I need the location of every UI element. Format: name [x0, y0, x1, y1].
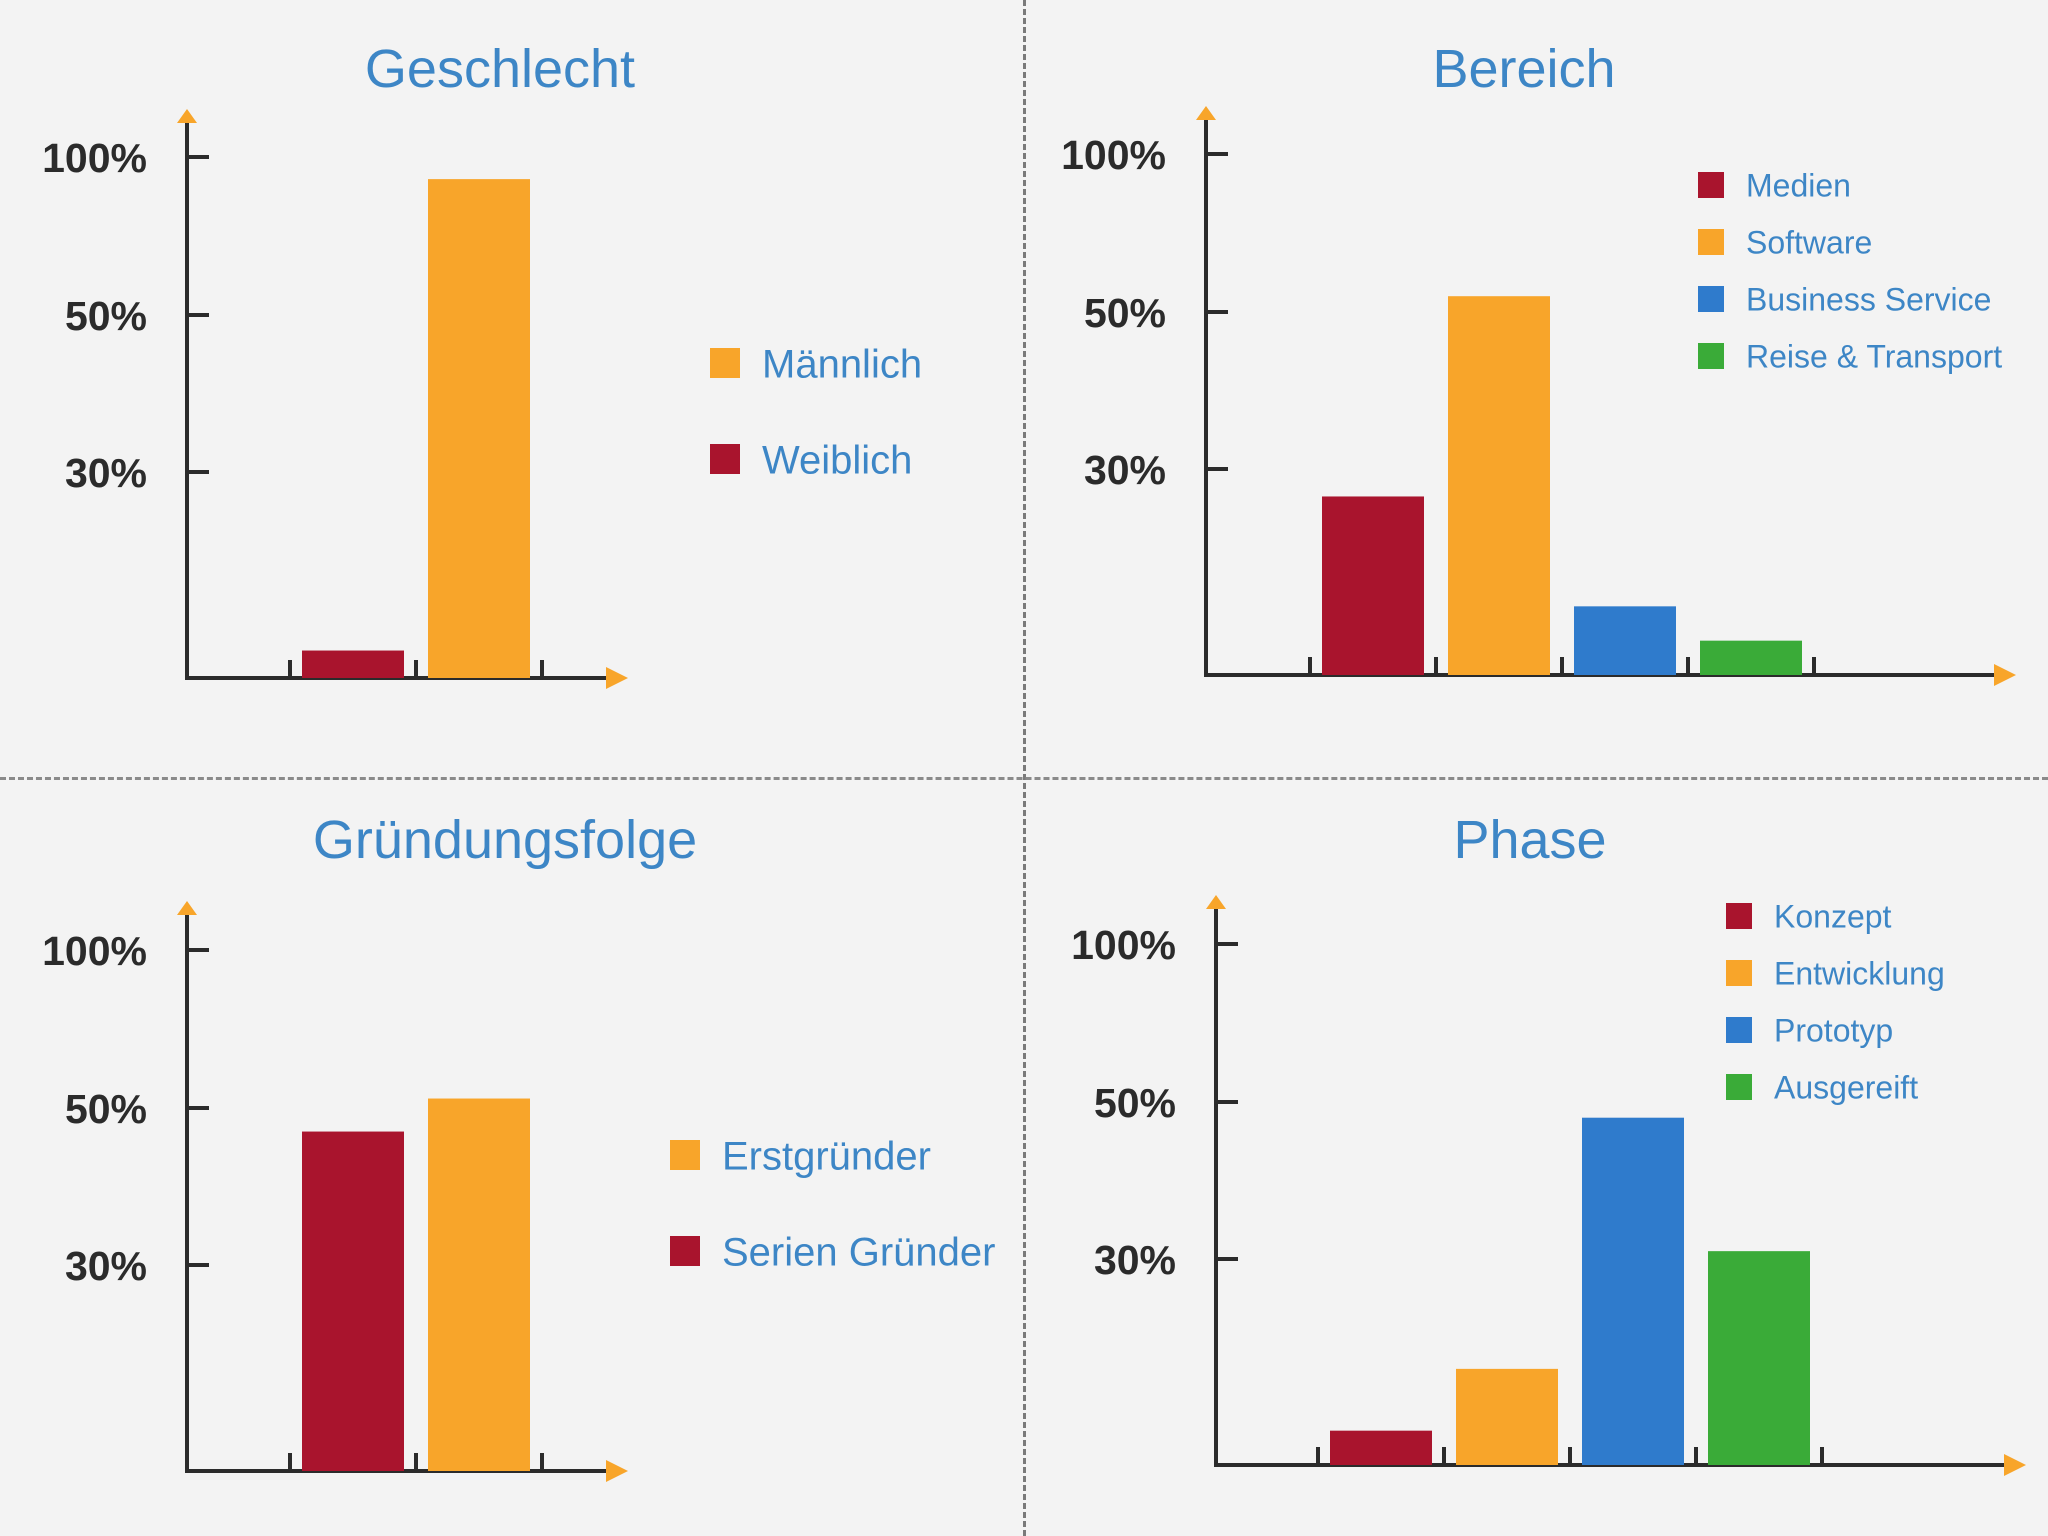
legend-label: Weiblich: [762, 438, 912, 482]
legend-label: Männlich: [762, 342, 922, 386]
chart-gruendungsfolge: Gründungsfolge 100% 50% 30% Erstgründer Serie…: [42, 810, 995, 1482]
legend-swatch: [1726, 1074, 1752, 1100]
y-tick-label: 100%: [42, 928, 147, 974]
x-axis-arrow: [606, 1460, 628, 1482]
chart-title: Bereich: [1432, 39, 1615, 99]
y-axis-arrow: [177, 901, 197, 915]
bar-ausgereift: [1708, 1251, 1810, 1465]
x-axis-arrow: [1994, 664, 2016, 686]
y-tick-label: 100%: [42, 135, 147, 181]
chart-panel-gruendungsfolge: Gründungsfolge 100% 50% 30% Erstgründer Serie…: [0, 768, 1024, 1536]
y-tick-label: 30%: [1084, 447, 1166, 493]
legend-label: Prototyp: [1774, 1013, 1893, 1049]
bar-serien-gründer: [302, 1131, 404, 1471]
legend-label: Konzept: [1774, 899, 1892, 935]
bar-konzept: [1330, 1430, 1432, 1465]
y-axis-arrow: [177, 109, 197, 123]
legend-swatch: [1726, 1017, 1752, 1043]
legend-swatch: [1698, 229, 1724, 255]
legend-label: Medien: [1746, 168, 1851, 204]
y-axis-arrow: [1206, 895, 1226, 909]
chart-phase: Phase 100% 50% 30% Konzept Entwicklung Prototy…: [1071, 810, 2026, 1476]
chart-geschlecht: Geschlecht 100% 50% 30% Männlich Weiblich: [42, 39, 922, 689]
bar-männlich: [428, 179, 530, 678]
x-axis-arrow: [2004, 1454, 2026, 1476]
bar-erstgründer: [428, 1098, 530, 1471]
legend-label: Serien Gründer: [722, 1230, 995, 1274]
chart-bereich: Bereich 100% 50% 30% Medien Software Business …: [1061, 39, 2016, 686]
legend-label: Ausgereift: [1774, 1070, 1918, 1106]
legend-swatch: [710, 348, 740, 378]
y-tick-label: 50%: [1094, 1080, 1176, 1126]
legend-label: Erstgründer: [722, 1134, 931, 1178]
legend-label: Business Service: [1746, 282, 1991, 318]
y-axis-arrow: [1196, 106, 1216, 120]
chart-panel-phase: Phase 100% 50% 30% Konzept Entwicklung Prototy…: [1024, 768, 2048, 1536]
legend-label: Reise & Transport: [1746, 339, 2002, 375]
bar-medien: [1322, 496, 1424, 675]
y-tick-label: 50%: [65, 1086, 147, 1132]
legend-swatch: [1726, 960, 1752, 986]
legend-swatch: [670, 1140, 700, 1170]
legend-label: Software: [1746, 225, 1872, 261]
y-tick-label: 30%: [65, 450, 147, 496]
chart-title: Phase: [1453, 810, 1606, 870]
y-tick-label: 30%: [65, 1243, 147, 1289]
bar-weiblich: [302, 650, 404, 678]
legend-swatch: [1698, 172, 1724, 198]
bar-entwicklung: [1456, 1368, 1558, 1465]
vertical-divider: [1023, 0, 1026, 1536]
bar-reise-transport: [1700, 640, 1802, 675]
x-axis-arrow: [606, 667, 628, 689]
chart-title: Geschlecht: [365, 39, 635, 99]
y-tick-label: 50%: [1084, 290, 1166, 336]
legend-swatch: [1698, 343, 1724, 369]
y-tick-label: 50%: [65, 293, 147, 339]
y-tick-label: 30%: [1094, 1237, 1176, 1283]
bar-business-service: [1574, 606, 1676, 675]
bar-prototyp: [1582, 1117, 1684, 1465]
horizontal-divider: [0, 777, 2048, 780]
legend-label: Entwicklung: [1774, 956, 1945, 992]
y-tick-label: 100%: [1061, 132, 1166, 178]
legend-swatch: [710, 444, 740, 474]
legend-swatch: [1726, 903, 1752, 929]
legend-swatch: [1698, 286, 1724, 312]
y-tick-label: 100%: [1071, 922, 1176, 968]
chart-panel-bereich: Bereich 100% 50% 30% Medien Software Business …: [1024, 0, 2048, 768]
chart-panel-geschlecht: Geschlecht 100% 50% 30% Männlich Weiblich: [0, 0, 1024, 768]
legend-swatch: [670, 1236, 700, 1266]
bar-software: [1448, 296, 1550, 675]
chart-title: Gründungsfolge: [313, 810, 697, 870]
